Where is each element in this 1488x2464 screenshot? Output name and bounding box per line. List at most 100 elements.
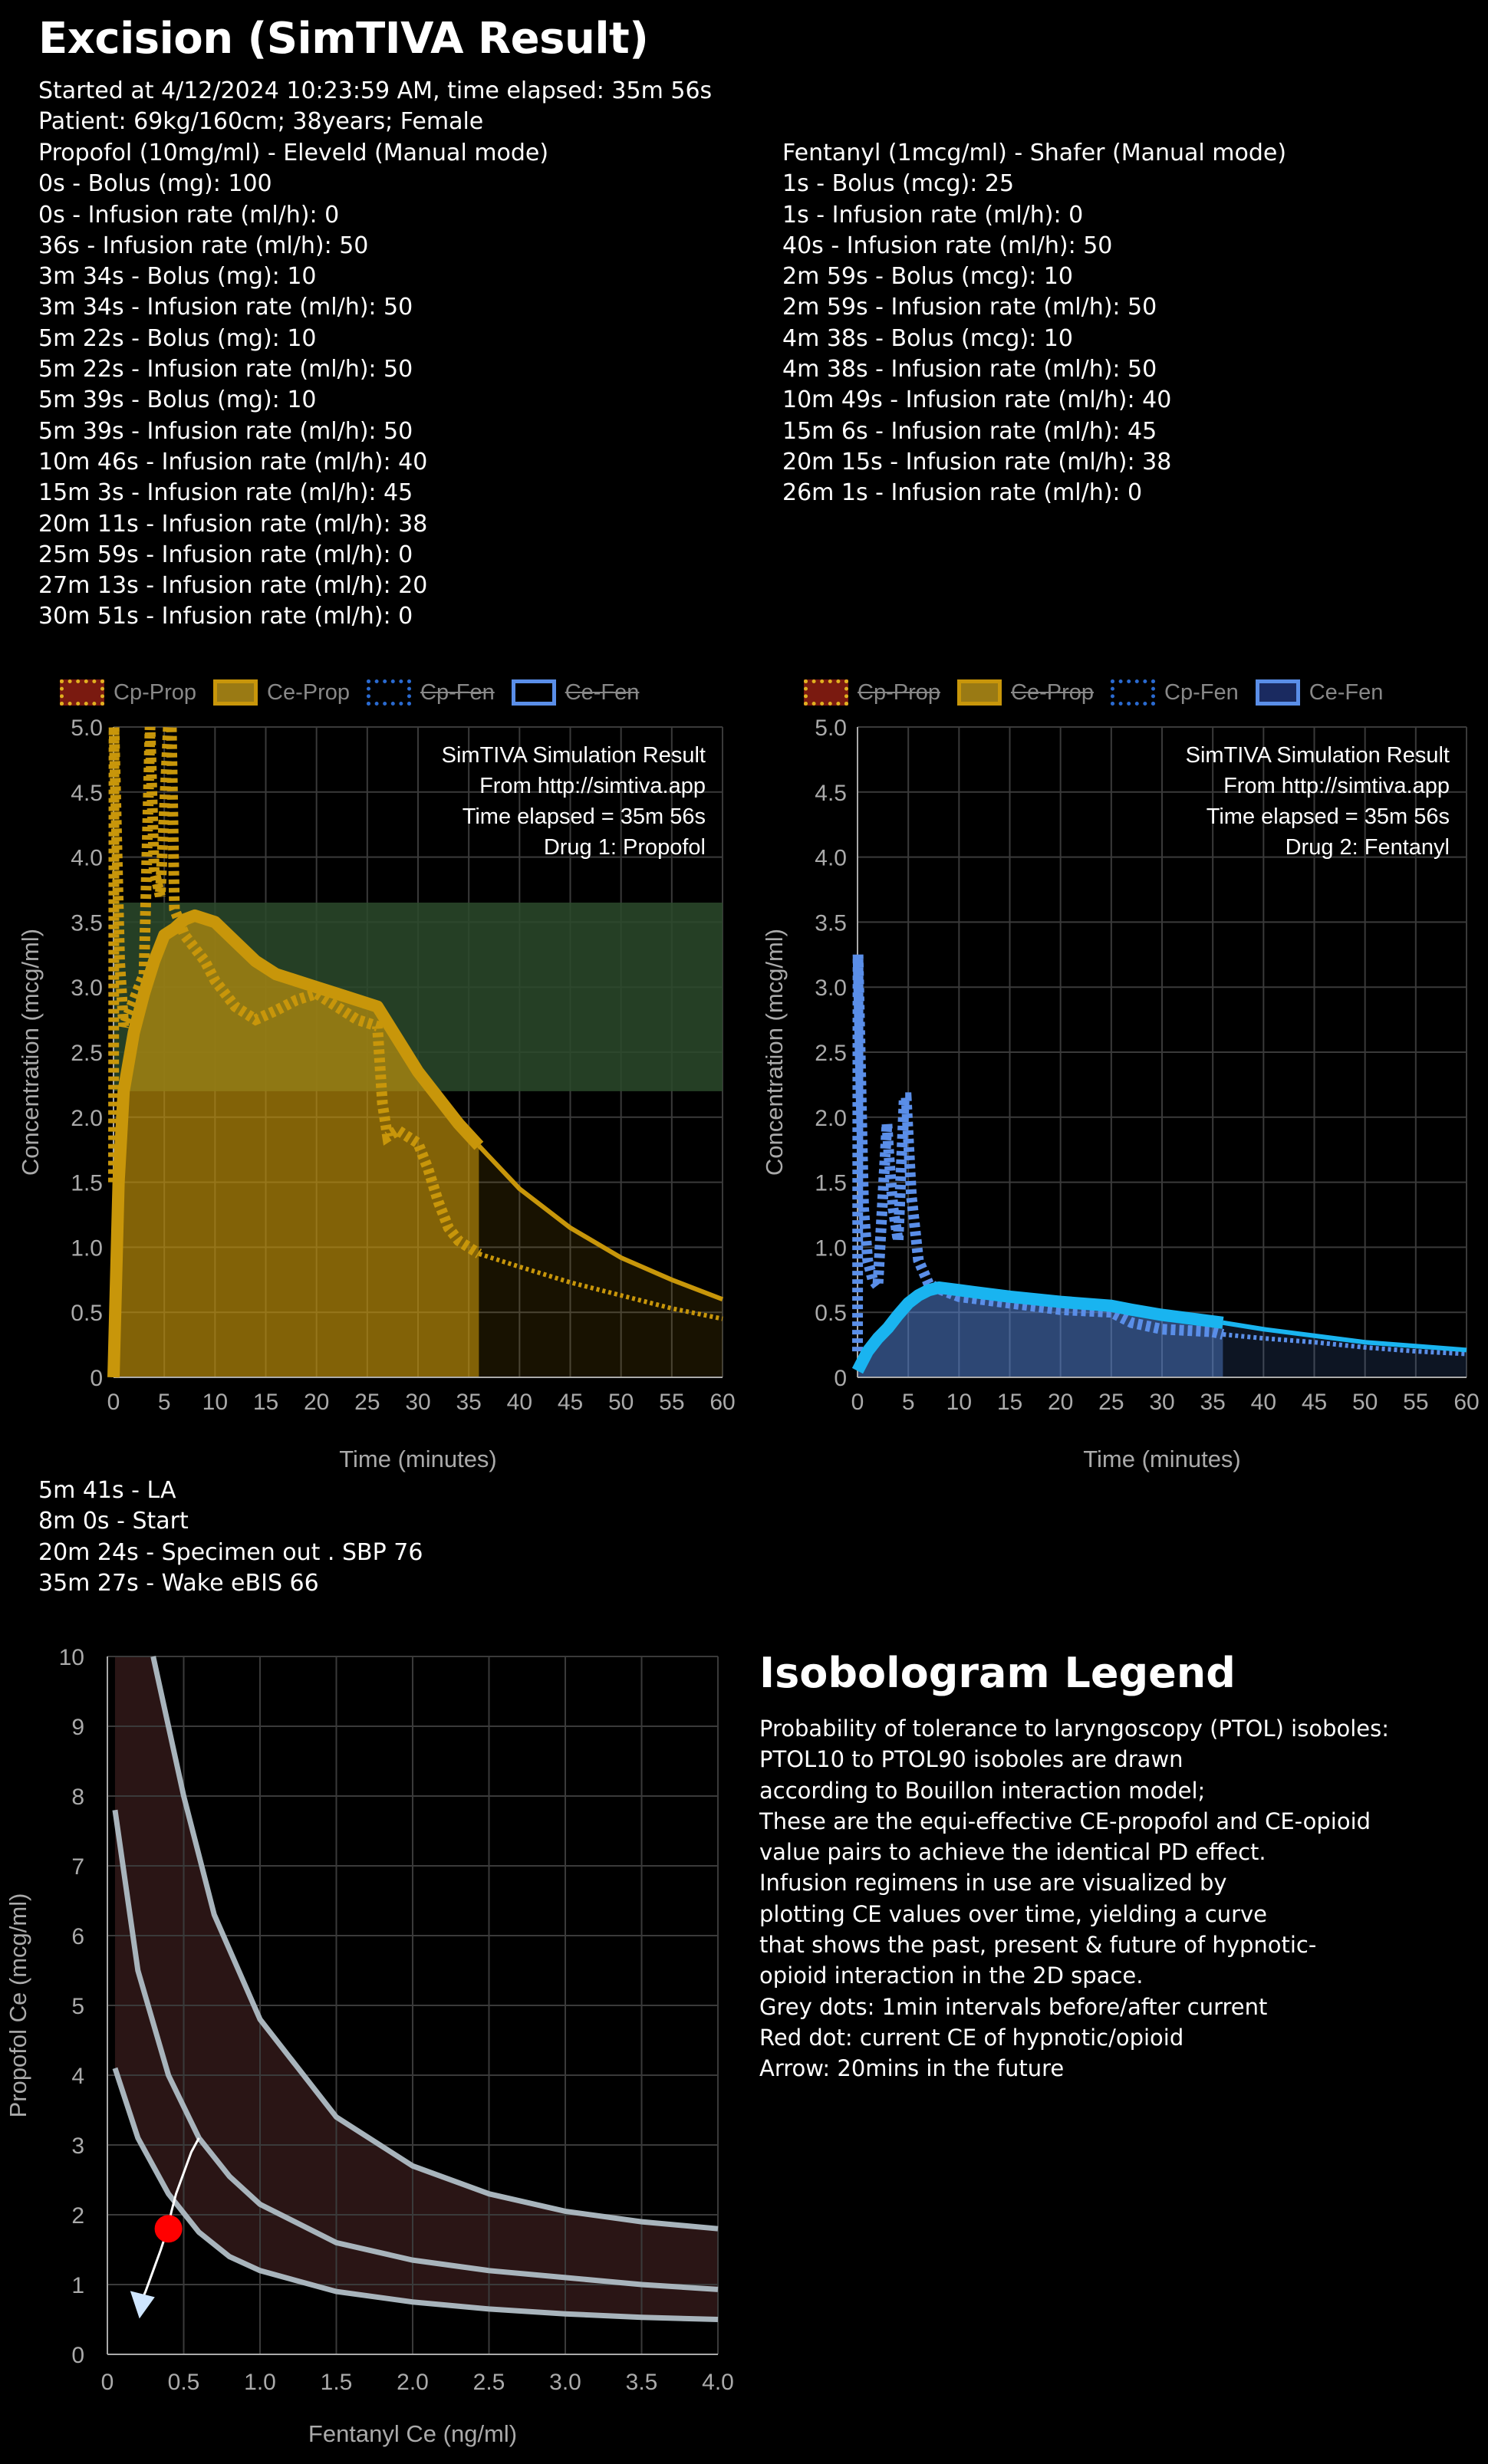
events-log: 5m 41s - LA 8m 0s - Start 20m 24s - Specim…	[38, 1475, 423, 1599]
isobologram-legend-line: that shows the past, present & future of…	[759, 1932, 1317, 1959]
x-axis-label: Fentanyl Ce (ng/ml)	[308, 2420, 517, 2447]
y-tick-label: 3.5	[71, 910, 103, 936]
legend-ce-fen[interactable]: Ce-Fen	[511, 679, 640, 706]
x-tick-label: 0	[101, 2370, 114, 2395]
y-tick-label: 1.0	[815, 1235, 847, 1261]
x-tick-label: 20	[304, 1390, 329, 1415]
legend-swatch	[367, 679, 411, 706]
event-log-item: 8m 0s - Start	[38, 1508, 189, 1535]
x-tick-label: 45	[1302, 1390, 1327, 1415]
y-tick-label: 2	[71, 2203, 84, 2229]
y-tick-label: 2.0	[815, 1106, 847, 1131]
propofol-event: 5m 39s - Infusion rate (ml/h): 50	[38, 417, 413, 445]
propofol-event: 20m 11s - Infusion rate (ml/h): 38	[38, 510, 428, 538]
propofol-event: 15m 3s - Infusion rate (ml/h): 45	[38, 479, 413, 507]
y-tick-label: 2.5	[815, 1041, 847, 1066]
fentanyl-event: 1s - Bolus (mcg): 25	[782, 170, 1015, 198]
event-log-item: 20m 24s - Specimen out . SBP 76	[38, 1538, 423, 1566]
y-tick-label: 3.0	[815, 975, 847, 1001]
y-tick-label: 5	[71, 1994, 84, 2019]
x-tick-label: 55	[1403, 1390, 1428, 1415]
legend-cp-fen[interactable]: Cp-Fen	[367, 679, 495, 706]
fentanyl-event: 2m 59s - Infusion rate (ml/h): 50	[782, 294, 1157, 321]
propofol-event: 3m 34s - Bolus (mg): 10	[38, 263, 317, 291]
event-log-item: 5m 41s - LA	[38, 1477, 176, 1504]
x-tick-label: 2.0	[397, 2370, 429, 2395]
isobole-band	[114, 1656, 718, 2320]
fentanyl-event: 20m 15s - Infusion rate (ml/h): 38	[782, 448, 1172, 475]
fentanyl-event: 26m 1s - Infusion rate (ml/h): 0	[782, 479, 1143, 507]
chart-annotation: From http://simtiva.app	[479, 774, 706, 798]
propofol-chart-legend: Cp-Prop Ce-Prop Cp-Fen Ce-Fen	[60, 679, 656, 706]
x-tick-label: 1.0	[244, 2370, 276, 2395]
legend-cp-fen[interactable]: Cp-Fen	[1111, 679, 1239, 706]
propofol-event: 30m 51s - Infusion rate (ml/h): 0	[38, 603, 413, 630]
ce-line-future	[1222, 1320, 1467, 1353]
chart-annotation: SimTIVA Simulation Result	[1186, 743, 1450, 768]
y-tick-label: 0	[90, 1366, 103, 1391]
x-tick-label: 35	[1200, 1390, 1225, 1415]
legend-ce-fen[interactable]: Ce-Fen	[1255, 679, 1384, 706]
legend-label: Cp-Fen	[420, 679, 495, 705]
x-tick-label: 50	[608, 1390, 634, 1415]
legend-label: Cp-Fen	[1164, 679, 1239, 705]
propofol-event: 5m 39s - Bolus (mg): 10	[38, 387, 317, 414]
y-axis-label: Propofol Ce (mcg/ml)	[5, 1893, 31, 2118]
y-tick-label: 4	[71, 2064, 84, 2089]
y-tick-label: 4.0	[71, 846, 103, 871]
x-tick-label: 25	[1098, 1390, 1124, 1415]
legend-label: Ce-Fen	[1309, 679, 1384, 705]
x-tick-label: 0	[107, 1390, 120, 1415]
ce-line-past	[851, 1281, 1224, 1374]
x-tick-label: 2.5	[473, 2370, 505, 2395]
fentanyl-event-list: 1s - Bolus (mcg): 25 1s - Infusion rate (…	[782, 169, 1286, 508]
isobologram-legend-line: Arrow: 20mins in the future	[759, 2055, 1065, 2082]
isobologram-chart: 0 0.5 1.0 1.5 2.0 2.5 3.0 3.5 4.0 0 1 2 3 4 5 6 7 8 9 10 Fen…	[5, 1645, 734, 2447]
legend-swatch	[60, 679, 104, 706]
chart-annotation: Time elapsed = 35m 56s	[1207, 804, 1450, 829]
ce-area-future	[1223, 1322, 1467, 1377]
x-tick-label: 40	[507, 1390, 532, 1415]
fentanyl-events: Fentanyl (1mcg/ml) - Shafer (Manual mode…	[782, 138, 1286, 509]
legend-cp-prop[interactable]: Cp-Prop	[60, 679, 196, 706]
cp-line-future	[478, 1252, 723, 1321]
future-arrow-icon	[130, 2291, 155, 2319]
x-tick-label: 45	[558, 1390, 583, 1415]
current-ce-dot	[154, 2215, 183, 2243]
isobologram-legend-title: Isobologram Legend	[759, 1649, 1236, 1697]
legend-cp-prop[interactable]: Cp-Prop	[804, 679, 940, 706]
x-tick-label: 20	[1048, 1390, 1073, 1415]
ce-area-future	[479, 1146, 723, 1377]
propofol-event: 0s - Bolus (mg): 100	[38, 170, 272, 198]
legend-ce-prop[interactable]: Ce-Prop	[957, 679, 1094, 706]
isobologram-legend-line: according to Bouillon interaction model;	[759, 1777, 1206, 1804]
fentanyl-chart-legend: Cp-Prop Ce-Prop Cp-Fen Ce-Fen	[804, 679, 1400, 706]
propofol-event: 0s - Infusion rate (ml/h): 0	[38, 201, 340, 229]
y-tick-label: 5.0	[71, 716, 103, 741]
y-tick-label: 2.5	[71, 1041, 103, 1066]
propofol-event-list: 0s - Bolus (mg): 100 0s - Infusion rate (…	[38, 169, 548, 632]
patient-text: Patient: 69kg/160cm; 38years; Female	[38, 108, 484, 136]
y-tick-label: 4.0	[815, 846, 847, 871]
x-tick-label: 15	[253, 1390, 278, 1415]
legend-swatch	[957, 679, 1002, 706]
isobologram-legend-line: Grey dots: 1min intervals before/after c…	[759, 1993, 1268, 2020]
y-tick-label: 1	[71, 2273, 84, 2298]
x-tick-label: 3.0	[549, 2370, 581, 2395]
x-tick-label: 5	[902, 1390, 915, 1415]
x-tick-label: 0	[851, 1390, 864, 1415]
x-tick-label: 35	[456, 1390, 481, 1415]
legend-ce-prop[interactable]: Ce-Prop	[213, 679, 350, 706]
x-tick-label: 60	[709, 1390, 735, 1415]
fentanyl-event: 1s - Infusion rate (ml/h): 0	[782, 201, 1084, 229]
isobologram-legend-lines: Probability of tolerance to laryngoscopy…	[759, 1713, 1389, 2084]
legend-label: Ce-Fen	[565, 679, 640, 705]
propofol-event: 25m 59s - Infusion rate (ml/h): 0	[38, 541, 413, 568]
y-tick-label: 6	[71, 1924, 84, 1949]
y-tick-label: 8	[71, 1785, 84, 1810]
fentanyl-heading: Fentanyl (1mcg/ml) - Shafer (Manual mode…	[782, 140, 1287, 166]
legend-label: Ce-Prop	[267, 679, 350, 705]
legend-label: Ce-Prop	[1011, 679, 1094, 705]
x-tick-label: 30	[1149, 1390, 1174, 1415]
y-tick-label: 0.5	[71, 1301, 103, 1326]
